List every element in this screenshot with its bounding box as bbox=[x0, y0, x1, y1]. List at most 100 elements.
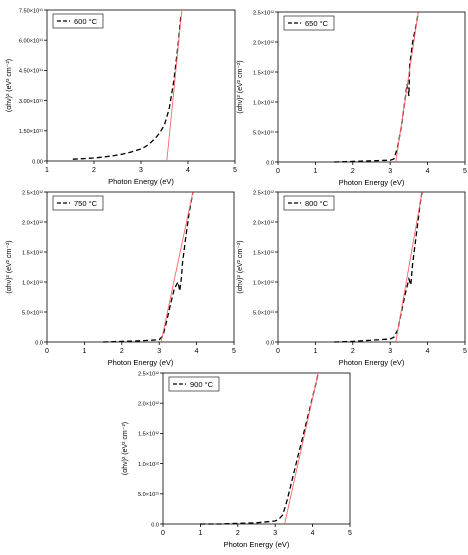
x-tick-label: 1 bbox=[45, 167, 49, 174]
x-tick-label: 1 bbox=[313, 348, 317, 355]
y-axis-label: (αhν)² (eV² cm⁻²) bbox=[122, 422, 129, 475]
x-tick-label: 5 bbox=[463, 168, 467, 175]
x-tick-label: 5 bbox=[348, 530, 352, 537]
y-tick-label: 7.50×10¹¹ bbox=[19, 8, 43, 14]
legend-label: 800 °C bbox=[305, 199, 329, 208]
y-tick-label: 2.5×10¹² bbox=[138, 371, 159, 377]
x-tick-label: 2 bbox=[92, 167, 96, 174]
x-axis-label: Photon Energy (eV) bbox=[224, 540, 290, 549]
series-line-fit bbox=[395, 191, 423, 343]
x-axis-label: Photon Energy (eV) bbox=[108, 358, 174, 367]
y-tick-label: 2.0×10¹² bbox=[22, 220, 43, 226]
x-tick-label: 0 bbox=[276, 348, 280, 355]
y-tick-label: 1.50×10¹¹ bbox=[19, 129, 43, 135]
x-tick-label: 2 bbox=[351, 168, 355, 175]
x-tick-label: 4 bbox=[311, 530, 315, 537]
y-tick-label: 1.0×10¹² bbox=[253, 100, 274, 106]
chart-panel-5: 0 1 2 3 4 5 0.0 5.0×10¹¹ 1.0×10¹² 1.5×10¹² 2.0×10¹… bbox=[122, 371, 352, 549]
chart-panel-3: 0 1 2 3 4 5 0.0 5.0×10¹¹ 1.0×10¹² 1.5×10¹² 2.0×10¹… bbox=[6, 190, 236, 367]
chart-panel-1: 1 2 3 4 5 0.00 1.50×10¹¹ 3.00×10¹¹ 4.50×10¹¹ 6.00… bbox=[6, 8, 237, 186]
series-line-fit bbox=[395, 11, 419, 163]
x-tick-label: 1 bbox=[82, 348, 86, 355]
x-tick-label: 0 bbox=[161, 530, 165, 537]
y-tick-label: 2.5×10¹² bbox=[253, 10, 274, 16]
x-tick-label: 1 bbox=[313, 168, 317, 175]
x-axis-label: Photon Energy (eV) bbox=[108, 177, 174, 186]
plot-frame bbox=[162, 372, 351, 525]
x-tick-label: 3 bbox=[139, 167, 143, 174]
y-tick-label: 6.00×10¹¹ bbox=[19, 39, 43, 45]
y-tick-label: 3.00×10¹¹ bbox=[19, 99, 43, 105]
series-line-data bbox=[334, 11, 419, 163]
chart-panel-2: 0 1 2 3 4 5 0.0 5.0×10¹¹ 1.0×10¹² 1.5×10¹² 2.0×10¹… bbox=[237, 10, 467, 187]
y-tick-label: 2.0×10¹² bbox=[253, 220, 274, 226]
series-line-data bbox=[200, 372, 319, 525]
series-line-fit bbox=[160, 191, 194, 343]
x-tick-label: 4 bbox=[195, 348, 199, 355]
y-tick-label: 2.0×10¹² bbox=[138, 402, 159, 408]
x-tick-label: 3 bbox=[388, 168, 392, 175]
y-tick-label: 1.5×10¹² bbox=[253, 250, 274, 256]
y-axis-label: (αhν)² (eV² cm⁻²) bbox=[6, 59, 13, 112]
y-tick-label: 1.5×10¹² bbox=[253, 70, 274, 76]
y-tick-label: 2.5×10¹² bbox=[253, 190, 274, 196]
y-axis-label: (αhν)² (eV² cm⁻²) bbox=[237, 60, 244, 113]
x-tick-label: 2 bbox=[120, 348, 124, 355]
y-axis-label: (αhν)² (eV² cm⁻²) bbox=[237, 240, 244, 293]
y-tick-label: 1.5×10¹² bbox=[22, 250, 43, 256]
y-tick-label: 1.0×10¹² bbox=[138, 462, 159, 468]
series-line-data bbox=[334, 191, 423, 343]
y-tick-label: 1.5×10¹² bbox=[138, 432, 159, 438]
plot-frame bbox=[277, 11, 466, 163]
series-line-data bbox=[72, 13, 182, 160]
y-tick-label: 0.0 bbox=[266, 340, 274, 346]
y-tick-label: 0.00 bbox=[32, 159, 43, 165]
y-tick-label: 2.5×10¹² bbox=[22, 190, 43, 196]
y-tick-label: 5.0×10¹¹ bbox=[138, 492, 159, 498]
y-tick-label: 5.0×10¹¹ bbox=[253, 130, 274, 136]
y-tick-label: 0.0 bbox=[35, 340, 43, 346]
y-tick-label: 5.0×10¹¹ bbox=[253, 310, 274, 316]
x-tick-label: 0 bbox=[276, 168, 280, 175]
x-tick-label: 3 bbox=[157, 348, 161, 355]
x-tick-label: 5 bbox=[463, 348, 467, 355]
plot-frame bbox=[277, 191, 466, 343]
legend-box bbox=[168, 376, 220, 392]
y-tick-label: 0.0 bbox=[151, 522, 159, 528]
legend-box bbox=[283, 15, 335, 31]
series-line-data bbox=[103, 191, 194, 343]
x-tick-label: 1 bbox=[198, 530, 202, 537]
legend-label: 900 °C bbox=[190, 380, 214, 389]
x-axis-label: Photon Energy (eV) bbox=[339, 358, 405, 367]
y-tick-label: 1.0×10¹² bbox=[253, 280, 274, 286]
y-tick-label: 5.0×10¹¹ bbox=[22, 310, 43, 316]
y-tick-label: 0.0 bbox=[266, 160, 274, 166]
plot-frame bbox=[46, 191, 235, 343]
y-tick-label: 1.0×10¹² bbox=[22, 280, 43, 286]
x-tick-label: 4 bbox=[186, 167, 190, 174]
y-tick-label: 2.0×10¹² bbox=[253, 40, 274, 46]
legend-label: 600 °C bbox=[74, 17, 98, 26]
x-tick-label: 3 bbox=[273, 530, 277, 537]
chart-panel-4: 0 1 2 3 4 5 0.0 5.0×10¹¹ 1.0×10¹² 1.5×10¹² 2.0×10¹… bbox=[237, 190, 467, 367]
legend-box bbox=[52, 13, 104, 29]
x-tick-label: 2 bbox=[351, 348, 355, 355]
series-line-fit bbox=[284, 372, 319, 525]
x-tick-label: 4 bbox=[426, 168, 430, 175]
x-tick-label: 0 bbox=[45, 348, 49, 355]
legend-label: 750 °C bbox=[74, 199, 98, 208]
y-axis-label: (αhν)² (eV² cm⁻²) bbox=[6, 240, 13, 293]
x-tick-label: 5 bbox=[233, 167, 237, 174]
legend-box bbox=[283, 195, 335, 211]
y-tick-label: 4.50×10¹¹ bbox=[19, 69, 43, 75]
legend-box bbox=[52, 195, 104, 211]
series-line-fit bbox=[166, 9, 183, 162]
x-axis-label: Photon Energy (eV) bbox=[339, 178, 405, 187]
x-tick-label: 3 bbox=[388, 348, 392, 355]
x-tick-label: 4 bbox=[426, 348, 430, 355]
plot-frame bbox=[46, 9, 236, 162]
x-tick-label: 2 bbox=[236, 530, 240, 537]
legend-label: 650 °C bbox=[305, 19, 329, 28]
